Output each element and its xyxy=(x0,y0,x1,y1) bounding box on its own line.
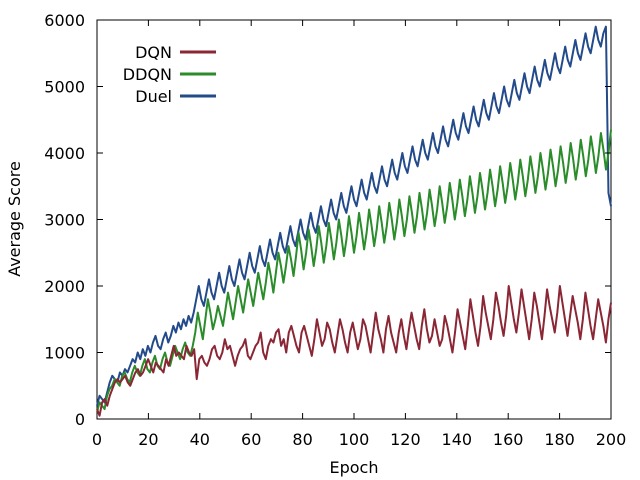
x-tick-label: 200 xyxy=(596,430,627,449)
x-tick-label: 60 xyxy=(241,430,261,449)
y-tick-label: 1000 xyxy=(44,344,85,363)
legend-label-dqn: DQN xyxy=(135,43,172,62)
y-tick-label: 4000 xyxy=(44,144,85,163)
x-tick-label: 20 xyxy=(138,430,158,449)
y-axis: 0 1000 2000 3000 4000 5000 6000 xyxy=(44,11,611,429)
series-line-duel xyxy=(96,25,612,406)
y-axis-title: Average Score xyxy=(5,161,24,277)
legend: DQN DDQN Duel xyxy=(123,43,216,106)
x-tick-label: 100 xyxy=(339,430,370,449)
y-tick-label: 5000 xyxy=(44,78,85,97)
x-tick-label: 120 xyxy=(390,430,421,449)
y-tick-label: 6000 xyxy=(44,11,85,30)
y-tick-label: 3000 xyxy=(44,211,85,230)
series-line-dqn xyxy=(96,285,612,417)
y-tick-label: 0 xyxy=(75,410,85,429)
plot-frame xyxy=(96,19,612,420)
series-line-ddqn xyxy=(96,129,612,413)
x-axis: 0 20 40 60 80 100 120 140 160 180 200 xyxy=(92,20,626,449)
x-axis-title: Epoch xyxy=(330,458,379,477)
x-tick-label: 140 xyxy=(442,430,473,449)
x-tick-label: 160 xyxy=(493,430,524,449)
x-tick-label: 40 xyxy=(190,430,210,449)
x-tick-label: 80 xyxy=(292,430,312,449)
legend-label-ddqn: DDQN xyxy=(123,65,172,84)
series-layer xyxy=(96,25,612,417)
legend-label-duel: Duel xyxy=(135,87,172,106)
x-tick-label: 0 xyxy=(92,430,102,449)
x-tick-label: 180 xyxy=(544,430,575,449)
y-tick-label: 2000 xyxy=(44,277,85,296)
